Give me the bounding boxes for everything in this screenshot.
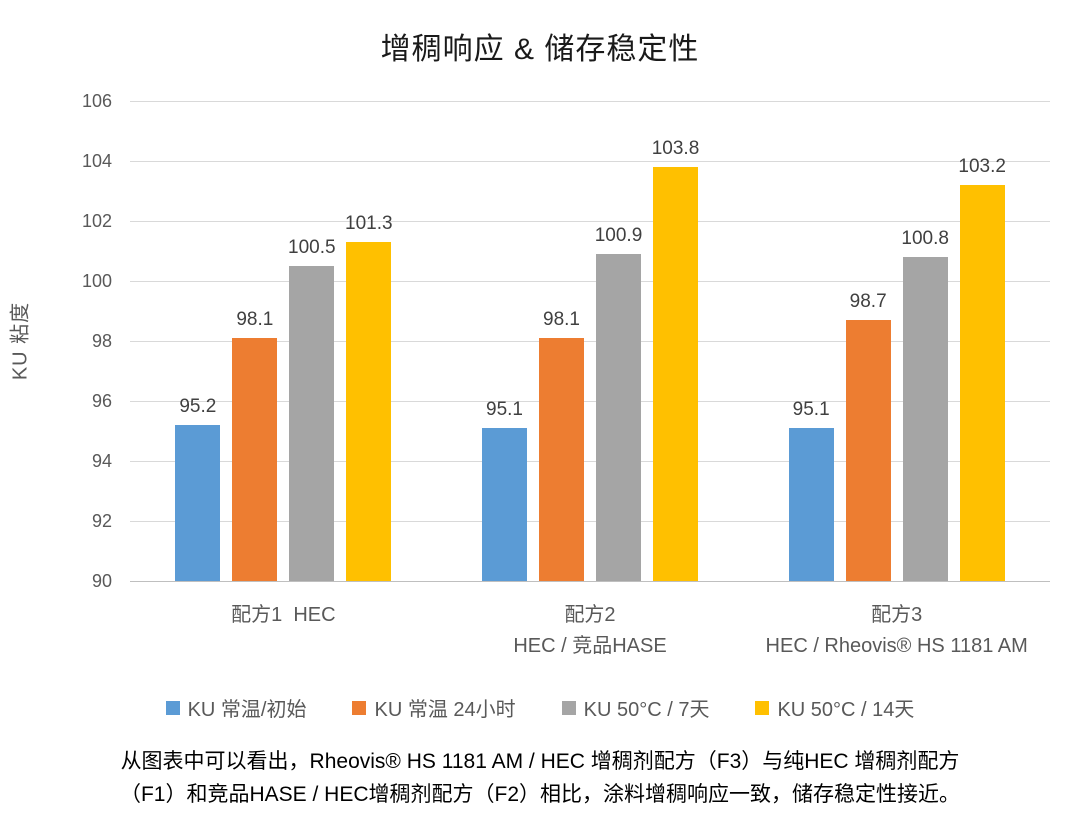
caption-text: 从图表中可以看出，Rheovis® HS 1181 AM / HEC 增稠剂配方… [20,745,1060,811]
bar-group3-series2 [845,320,891,581]
legend-swatch-icon [755,700,770,715]
legend-item-4: KU 50°C / 14天 [755,693,914,722]
y-tick-label: 96 [91,391,112,411]
plot-area: 95.2 98.1 100.5 101.3 95.1 98.1 100.9 103.8 95.1… [130,100,1050,582]
gridline [130,520,1050,522]
chart-legend: KU 常温/初始 KU 常温 24小时 KU 50°C / 7天 KU 50°C / … [0,693,1080,722]
bar-group2-series4 [653,167,698,581]
bar-value-label: 95.1 [486,399,523,420]
y-tick-label: 104 [81,151,112,171]
legend-label: KU 常温 24小时 [374,699,516,721]
bar-group3-series3 [902,257,948,581]
bar-value-label: 100.8 [901,228,949,249]
y-axis-title: KU 粘度 [9,301,32,381]
bar-value-label: 98.1 [236,309,274,330]
bar-value-label: 101.3 [345,213,393,234]
bar-value-label: 100.5 [288,237,336,258]
bar-value-label: 95.2 [179,396,217,417]
gridline [130,220,1050,222]
category-label-1: 配方1 HEC [231,604,336,626]
y-tick-label: 106 [81,91,112,111]
legend-item-1: KU 常温/初始 [165,693,307,722]
gridline [130,100,1050,102]
y-tick-label: 98 [91,331,112,351]
bar-value-label: 95.1 [792,399,830,420]
bar-group1-series1 [175,425,221,581]
caption-line-1: 从图表中可以看出，Rheovis® HS 1181 AM / HEC 增稠剂配方… [120,750,960,773]
gridline [130,280,1050,282]
y-tick-label: 90 [91,571,112,591]
category-label-3: 配方3 HEC / Rheovis® HS 1181 AM [765,604,1028,657]
y-tick-label: 102 [81,211,112,231]
bar-group3-series1 [788,428,834,581]
bar-group3-series4 [959,185,1005,581]
legend-item-2: KU 常温 24小时 [352,693,516,722]
gridline [130,340,1050,342]
bar-value-label: 103.2 [958,156,1006,177]
bar-value-label: 98.7 [849,291,887,312]
y-tick-label: 92 [91,511,112,531]
legend-swatch-icon [165,700,180,715]
legend-label: KU 50°C / 7天 [583,699,710,721]
bar-group1-series2 [232,338,278,581]
x-axis-line [130,580,1050,582]
legend-label: KU 常温/初始 [187,699,307,721]
bar-value-label: 100.9 [594,225,643,246]
bar-value-label: 98.1 [543,309,580,330]
legend-label: KU 50°C / 14天 [777,699,915,721]
bar-group1-series4 [346,242,392,581]
bar-group2-series2 [539,338,584,581]
bar-group2-series3 [596,254,641,581]
category-label-2: 配方2 HEC / 竞品HASE [513,604,667,657]
legend-swatch-icon [352,700,367,715]
legend-item-3: KU 50°C / 7天 [561,693,710,722]
y-tick-label: 100 [81,271,112,291]
legend-swatch-icon [561,700,576,715]
gridline [130,400,1050,402]
caption-line-2: （F1）和竞品HASE / HEC增稠剂配方（F2）相比，涂料增稠响应一致，储存… [119,783,961,806]
gridline [130,160,1050,162]
gridline [130,460,1050,462]
bar-group1-series3 [289,266,335,581]
y-tick-label: 94 [91,451,112,471]
bar-group2-series1 [482,428,527,581]
bar-value-label: 103.8 [651,138,700,159]
chart-title: 增稠响应 & 储存稳定性 [380,33,700,66]
